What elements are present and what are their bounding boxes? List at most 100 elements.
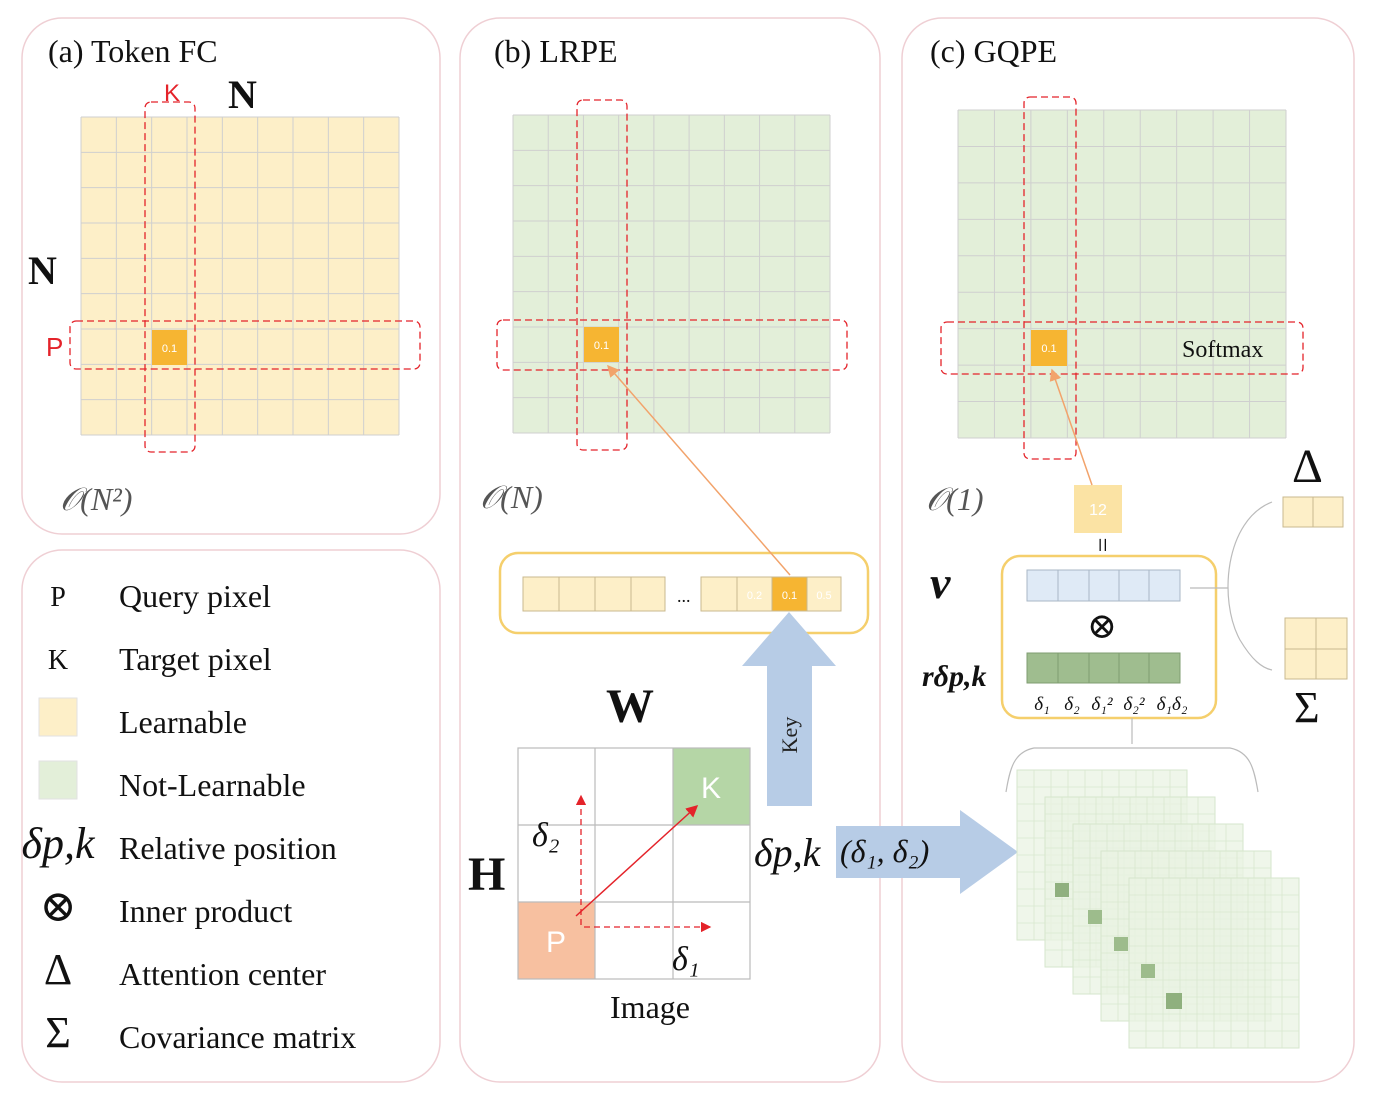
delta-term: δ₁²	[1091, 694, 1112, 715]
panel-a-grid	[80, 116, 400, 436]
delta1-label: δ₁	[672, 941, 700, 978]
legend-label: Inner product	[119, 893, 292, 929]
panel-a-border	[21, 17, 441, 535]
legend-label: Attention center	[119, 956, 326, 992]
panel-b-complexity: 𝒪(N)	[480, 479, 543, 515]
delta-term: δ₁	[1034, 694, 1049, 715]
delta-term: δ₂²	[1123, 694, 1144, 715]
panel-b-title: (b) LRPE	[494, 33, 618, 69]
panel-a-highlight-cell	[152, 330, 187, 365]
panel-b-vector-cell-3: 0.5	[816, 590, 831, 602]
delta-term: δ₂	[1064, 694, 1080, 715]
attention-peak	[1166, 993, 1182, 1009]
key-arrow	[742, 612, 836, 806]
panel-a-cell-value: 0.1	[162, 343, 177, 355]
delta-pk-label: δp,k	[754, 830, 822, 875]
panel-a-col-label: K	[164, 80, 180, 107]
legend-symbol: δp,k	[22, 819, 96, 868]
legend-symbol: Σ	[45, 1008, 71, 1057]
legend-label: Covariance matrix	[119, 1019, 356, 1055]
panel-a-side-label: N	[28, 248, 57, 293]
panel-c-cell-value: 0.1	[1041, 343, 1056, 355]
panel-b-vector-right	[700, 576, 842, 612]
map-bracket	[1005, 747, 1259, 793]
legend-symbol: Δ	[44, 945, 72, 994]
legend-label: Relative position	[119, 830, 337, 866]
attention-peak	[1114, 937, 1128, 951]
panel-a-top-label: N	[228, 72, 257, 117]
panel-c-title: (c) GQPE	[930, 33, 1057, 69]
attention-peak	[1088, 910, 1102, 924]
result-value: 12	[1089, 502, 1107, 519]
sigma-matrix	[1284, 617, 1348, 680]
key-label: Key	[777, 717, 802, 754]
equals-sign: =	[1088, 538, 1117, 553]
panel-c-highlight-cell	[1031, 330, 1067, 366]
v-label: v	[930, 557, 951, 608]
r-label: rδp,k	[922, 660, 987, 693]
panel-c-column-box	[1023, 96, 1077, 460]
query-pixel-label: P	[546, 926, 566, 959]
delta-terms: δ₁ δ₂ δ₁² δ₂² δ₁δ₂	[1034, 694, 1188, 715]
panel-b-vector-cell-2: 0.1	[782, 590, 797, 602]
panel-b-row-box	[496, 319, 848, 371]
legend-border	[21, 549, 441, 1083]
panel-c-grid	[957, 109, 1287, 439]
legend-symbol: ⊗	[40, 882, 77, 931]
delta2-label: δ₂	[532, 817, 560, 854]
panel-b-grid	[512, 114, 831, 434]
transfer-arrow	[836, 810, 1018, 894]
attention-peak	[1055, 883, 1069, 897]
legend-swatch	[38, 697, 78, 737]
panel-a-title: (a) Token FC	[48, 33, 218, 69]
r-vector	[1026, 652, 1181, 684]
image-label: Image	[610, 989, 690, 1025]
legend: P Query pixel K Target pixel Learnable Not-Le…	[22, 578, 357, 1057]
panel-b-border	[459, 17, 881, 1083]
legend-symbol: P	[50, 582, 66, 613]
delta-cell-2	[1312, 496, 1344, 528]
panel-a-row-label: P	[46, 332, 63, 362]
panel-b-grid-background	[513, 115, 830, 433]
legend-swatch	[38, 760, 78, 800]
result-cell	[1074, 485, 1122, 533]
panel-c-complexity: 𝒪(1)	[926, 481, 983, 517]
panel-a-grid-background	[81, 117, 399, 435]
panel-c-grid-background	[958, 110, 1286, 438]
h-label: H	[468, 848, 505, 901]
image-grid	[517, 747, 751, 980]
gqpe-vector-box	[1000, 554, 1218, 720]
panel-b-column-box	[576, 99, 628, 451]
panel-b-highlight-cell	[584, 327, 619, 362]
panel-b-vector-left	[522, 576, 666, 612]
panel-c-connector-arrow	[1049, 368, 1093, 486]
v-vector	[1026, 569, 1181, 602]
parameter-brace	[1227, 501, 1273, 671]
sigma-symbol: Σ	[1294, 683, 1320, 732]
stacked-attention-maps	[1016, 769, 1300, 1049]
delta-symbol: Δ	[1292, 440, 1323, 493]
delta-term: δ₁δ₂	[1157, 694, 1188, 715]
legend-symbol: K	[48, 645, 68, 676]
w-label: W	[606, 680, 654, 733]
panel-b-vector-cell-1: 0.2	[747, 590, 762, 602]
panel-c-row-box	[940, 321, 1304, 375]
delta-cell-1	[1282, 496, 1314, 528]
delta-pair-label: (δ₁, δ₂)	[840, 833, 929, 869]
panel-b-vector-box	[498, 551, 870, 635]
relative-position-arrow	[575, 804, 699, 917]
panel-b-cell-value: 0.1	[594, 340, 609, 352]
attention-peak	[1141, 964, 1155, 978]
panel-c-border	[901, 17, 1355, 1083]
panel-b-vector-ellipsis: ...	[677, 586, 691, 606]
softmax-label: Softmax	[1182, 337, 1263, 363]
legend-label: Learnable	[119, 704, 247, 740]
panel-a-row-box	[69, 320, 421, 370]
query-pixel-cell	[518, 902, 595, 979]
otimes-symbol: ⊗	[1087, 606, 1117, 646]
target-pixel-label: K	[701, 772, 721, 805]
legend-label: Query pixel	[119, 578, 271, 614]
panel-b-connector-arrow	[607, 364, 791, 576]
panel-a-column-box	[144, 101, 196, 453]
